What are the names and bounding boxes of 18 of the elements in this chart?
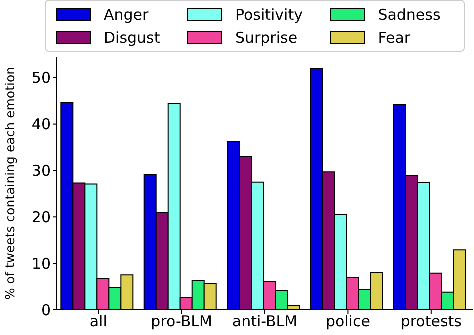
y-tick-label: 20 bbox=[32, 208, 51, 226]
legend-label: Surprise bbox=[235, 28, 298, 46]
legend-label: Fear bbox=[378, 28, 411, 46]
legend-label: Positivity bbox=[235, 6, 303, 24]
y-axis-title: % of tweets containing each emotion bbox=[2, 66, 18, 300]
y-tick-label: 50 bbox=[32, 69, 51, 88]
x-tick-label: pro-BLM bbox=[151, 312, 212, 331]
legend-label: Anger bbox=[104, 6, 149, 24]
legend-label: Disgust bbox=[104, 28, 160, 46]
x-tick-label: police bbox=[326, 312, 370, 331]
x-tick-label: anti-BLM bbox=[232, 312, 298, 331]
y-tick-label: 40 bbox=[32, 116, 51, 134]
x-tick-label: all bbox=[90, 312, 108, 331]
legend-label: Sadness bbox=[378, 6, 441, 24]
y-tick-label: 30 bbox=[32, 162, 51, 180]
y-tick-label: 0 bbox=[41, 301, 51, 320]
x-tick-label: protests bbox=[400, 312, 462, 331]
y-tick-label: 10 bbox=[32, 254, 51, 273]
